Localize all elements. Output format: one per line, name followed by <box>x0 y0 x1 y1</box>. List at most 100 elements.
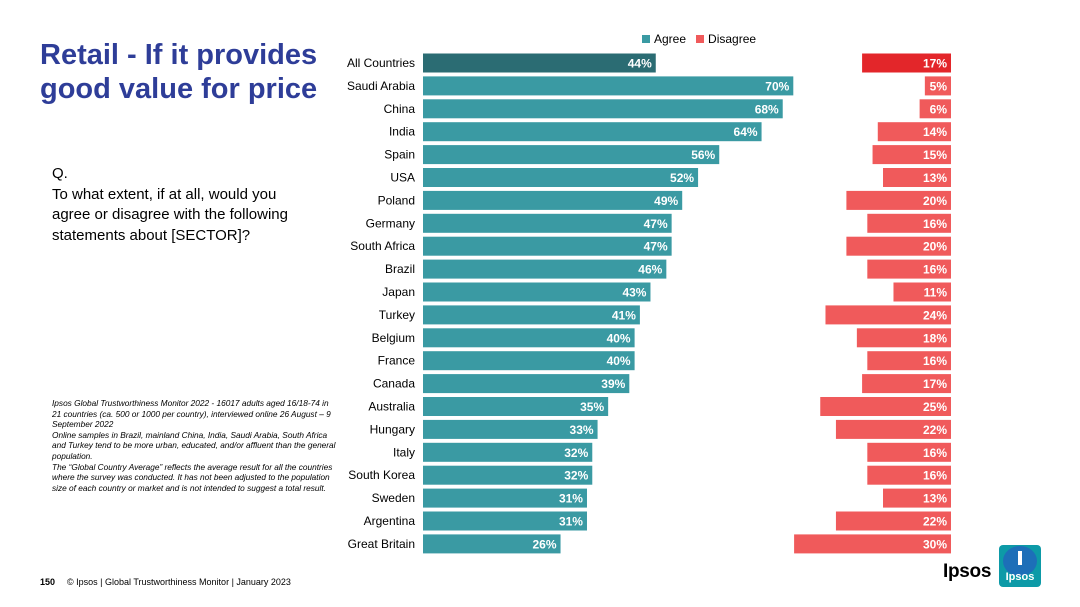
agree-value-all-countries: 44% <box>628 57 652 71</box>
category-label-canada: Canada <box>373 377 415 391</box>
disagree-bar-italy <box>867 442 951 462</box>
disagree-bar-sweden <box>883 488 951 508</box>
disagree-bar-brazil <box>867 259 951 279</box>
category-label-saudi-arabia: Saudi Arabia <box>347 79 415 93</box>
agree-bar-brazil <box>423 259 667 279</box>
legend-item-disagree: Disagree <box>696 32 756 46</box>
agree-bar-turkey <box>423 305 640 325</box>
category-label-turkey: Turkey <box>379 308 415 322</box>
agree-bar-all-countries <box>423 53 656 73</box>
agree-bar-usa <box>423 168 699 187</box>
category-label-japan: Japan <box>382 285 415 299</box>
disagree-value-usa: 13% <box>923 171 947 185</box>
disagree-bar-great-britain <box>794 534 951 554</box>
disagree-bar-saudi-arabia <box>924 76 951 96</box>
category-label-sweden: Sweden <box>372 491 415 505</box>
agree-bar-germany <box>423 213 672 233</box>
category-label-spain: Spain <box>384 148 415 162</box>
agree-value-japan: 43% <box>622 286 646 300</box>
disagree-value-argentina: 22% <box>923 515 947 529</box>
page-title: Retail - If it provides good value for p… <box>40 39 318 105</box>
category-label-france: France <box>378 354 416 368</box>
chart-legend: Agree Disagree <box>642 32 766 46</box>
agree-bar-france <box>423 351 635 371</box>
category-label-usa: USA <box>390 171 415 185</box>
category-label-south-korea: South Korea <box>348 468 415 482</box>
category-label-australia: Australia <box>368 400 415 414</box>
category-label-hungary: Hungary <box>370 422 415 436</box>
agree-value-france: 40% <box>607 354 631 368</box>
agree-bar-spain <box>423 145 720 165</box>
agree-bar-japan <box>423 282 651 302</box>
page-number: 150 <box>40 577 56 587</box>
disagree-value-brazil: 16% <box>923 263 947 277</box>
agree-bar-belgium <box>423 328 635 348</box>
category-label-belgium: Belgium <box>372 331 415 345</box>
agree-value-italy: 32% <box>564 446 588 460</box>
disagree-value-belgium: 18% <box>923 331 947 345</box>
disagree-bar-spain <box>872 145 951 165</box>
disagree-bar-china <box>919 99 951 119</box>
note-online-samples: Online samples in Brazil, mainland China… <box>52 429 336 461</box>
disagree-value-canada: 17% <box>923 377 947 391</box>
agree-bar-china <box>423 99 783 119</box>
disagree-bar-canada <box>862 374 951 394</box>
disagree-bar-germany <box>867 213 951 233</box>
disagree-value-australia: 25% <box>923 400 947 414</box>
agree-bar-india <box>423 122 762 142</box>
disagree-value-italy: 16% <box>923 446 947 460</box>
agree-value-saudi-arabia: 70% <box>765 79 789 93</box>
category-label-india: India <box>389 125 415 139</box>
agree-value-brazil: 46% <box>638 263 662 277</box>
footer: 150 © Ipsos | Global Trustworthiness Mon… <box>40 577 291 587</box>
disagree-value-great-britain: 30% <box>923 537 947 551</box>
agree-value-sweden: 31% <box>559 492 583 506</box>
agree-value-turkey: 41% <box>612 308 636 322</box>
disagree-value-turkey: 24% <box>923 308 947 322</box>
agree-value-australia: 35% <box>580 400 604 414</box>
agree-value-argentina: 31% <box>559 515 583 529</box>
disagree-bar-south-korea <box>867 465 951 485</box>
agree-bar-hungary <box>423 419 598 439</box>
legend-label-agree: Agree <box>654 32 687 46</box>
agree-bar-saudi-arabia <box>423 76 794 96</box>
agree-bar-great-britain <box>423 534 561 554</box>
agree-value-hungary: 33% <box>570 423 594 437</box>
agree-value-south-korea: 32% <box>564 469 588 483</box>
disagree-bar-belgium <box>856 328 951 348</box>
category-label-italy: Italy <box>393 445 415 459</box>
agree-value-belgium: 40% <box>607 331 631 345</box>
footer-copyright: © Ipsos | Global Trustworthiness Monitor… <box>67 577 291 587</box>
agree-bar-canada <box>423 374 630 394</box>
disagree-value-hungary: 22% <box>923 423 947 437</box>
legend-label-disagree: Disagree <box>708 32 757 46</box>
category-label-brazil: Brazil <box>385 262 415 276</box>
category-label-all-countries: All Countries <box>347 56 415 70</box>
disagree-bar-france <box>867 351 951 371</box>
disagree-value-germany: 16% <box>923 217 947 231</box>
disagree-bar-japan <box>893 282 951 302</box>
category-label-south-africa: South Africa <box>350 239 415 253</box>
disagree-bar-argentina <box>835 511 951 531</box>
legend-item-agree: Agree <box>642 32 686 46</box>
agree-value-poland: 49% <box>654 194 678 208</box>
agree-value-spain: 56% <box>691 148 715 162</box>
disagree-value-india: 14% <box>923 125 947 139</box>
agree-bar-italy <box>423 442 593 462</box>
disagree-bar-hungary <box>835 419 951 439</box>
disagree-bar-south-africa <box>846 236 951 256</box>
disagree-bar-all-countries <box>862 53 951 73</box>
agree-value-germany: 47% <box>644 217 668 231</box>
logo-lettering: Ipsos <box>1006 571 1035 583</box>
agree-value-india: 64% <box>734 125 758 139</box>
disagree-value-all-countries: 17% <box>923 57 947 71</box>
question-prefix: Q. <box>52 165 68 182</box>
disagree-value-south-korea: 16% <box>923 469 947 483</box>
category-label-poland: Poland <box>378 193 415 207</box>
agree-value-south-africa: 47% <box>644 240 668 254</box>
legend-swatch-disagree <box>696 35 705 43</box>
note-sample: Ipsos Global Trustworthiness Monitor 202… <box>52 398 331 430</box>
disagree-bar-australia <box>820 397 951 416</box>
category-label-great-britain: Great Britain <box>348 537 415 551</box>
